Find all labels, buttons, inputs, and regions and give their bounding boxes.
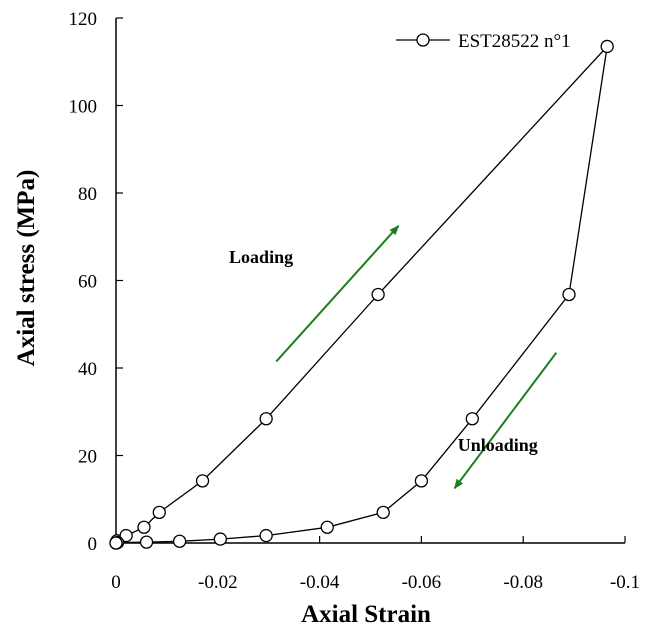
legend-label: EST28522 n°1 [458,31,571,52]
data-point [152,505,166,520]
data-point [562,287,576,302]
annotation-label: Loading [229,247,293,267]
data-point [109,536,123,550]
annotation-arrow [275,225,400,363]
data-point [371,287,385,302]
data-point [259,412,273,426]
x-tick-label: -0.08 [503,572,543,593]
series-line [115,44,609,544]
data-point [139,535,154,549]
x-tick-label: 0 [111,572,121,593]
x-tick-label: -0.06 [402,572,442,593]
y-axis-title: Axial stress (MPa) [13,170,40,367]
y-tick-label: 100 [69,97,98,118]
legend-marker-icon [416,33,430,47]
y-tick-label: 0 [88,534,98,555]
annotation-label: Unloading [458,435,538,455]
annotation-arrow [453,352,558,490]
data-point [172,534,187,548]
annotations: Loading Unloading [229,225,558,490]
axes: 0 -0.02 -0.04 -0.06 -0.08 -0.1 0 20 40 60 80 100 120 [69,9,641,593]
legend: EST28522 n°1 [396,31,571,52]
y-tick-label: 20 [78,447,97,468]
data-point [213,532,227,546]
series-group [109,39,614,550]
y-tick-label: 80 [78,184,97,205]
data-point [119,528,133,543]
data-point [414,474,429,488]
x-tick-label: -0.02 [198,572,238,593]
data-point [195,474,210,488]
x-axis-title: Axial Strain [301,601,431,628]
data-point [137,520,151,534]
y-tick-label: 40 [78,359,97,380]
data-point [320,520,334,534]
y-tick-label: 120 [69,9,98,30]
y-tick-label: 60 [78,272,97,293]
data-point [376,505,390,520]
data-point [259,528,273,543]
x-tick-label: -0.1 [610,572,640,593]
x-tick-label: -0.04 [300,572,340,593]
data-point [465,412,479,426]
data-point [600,39,614,54]
